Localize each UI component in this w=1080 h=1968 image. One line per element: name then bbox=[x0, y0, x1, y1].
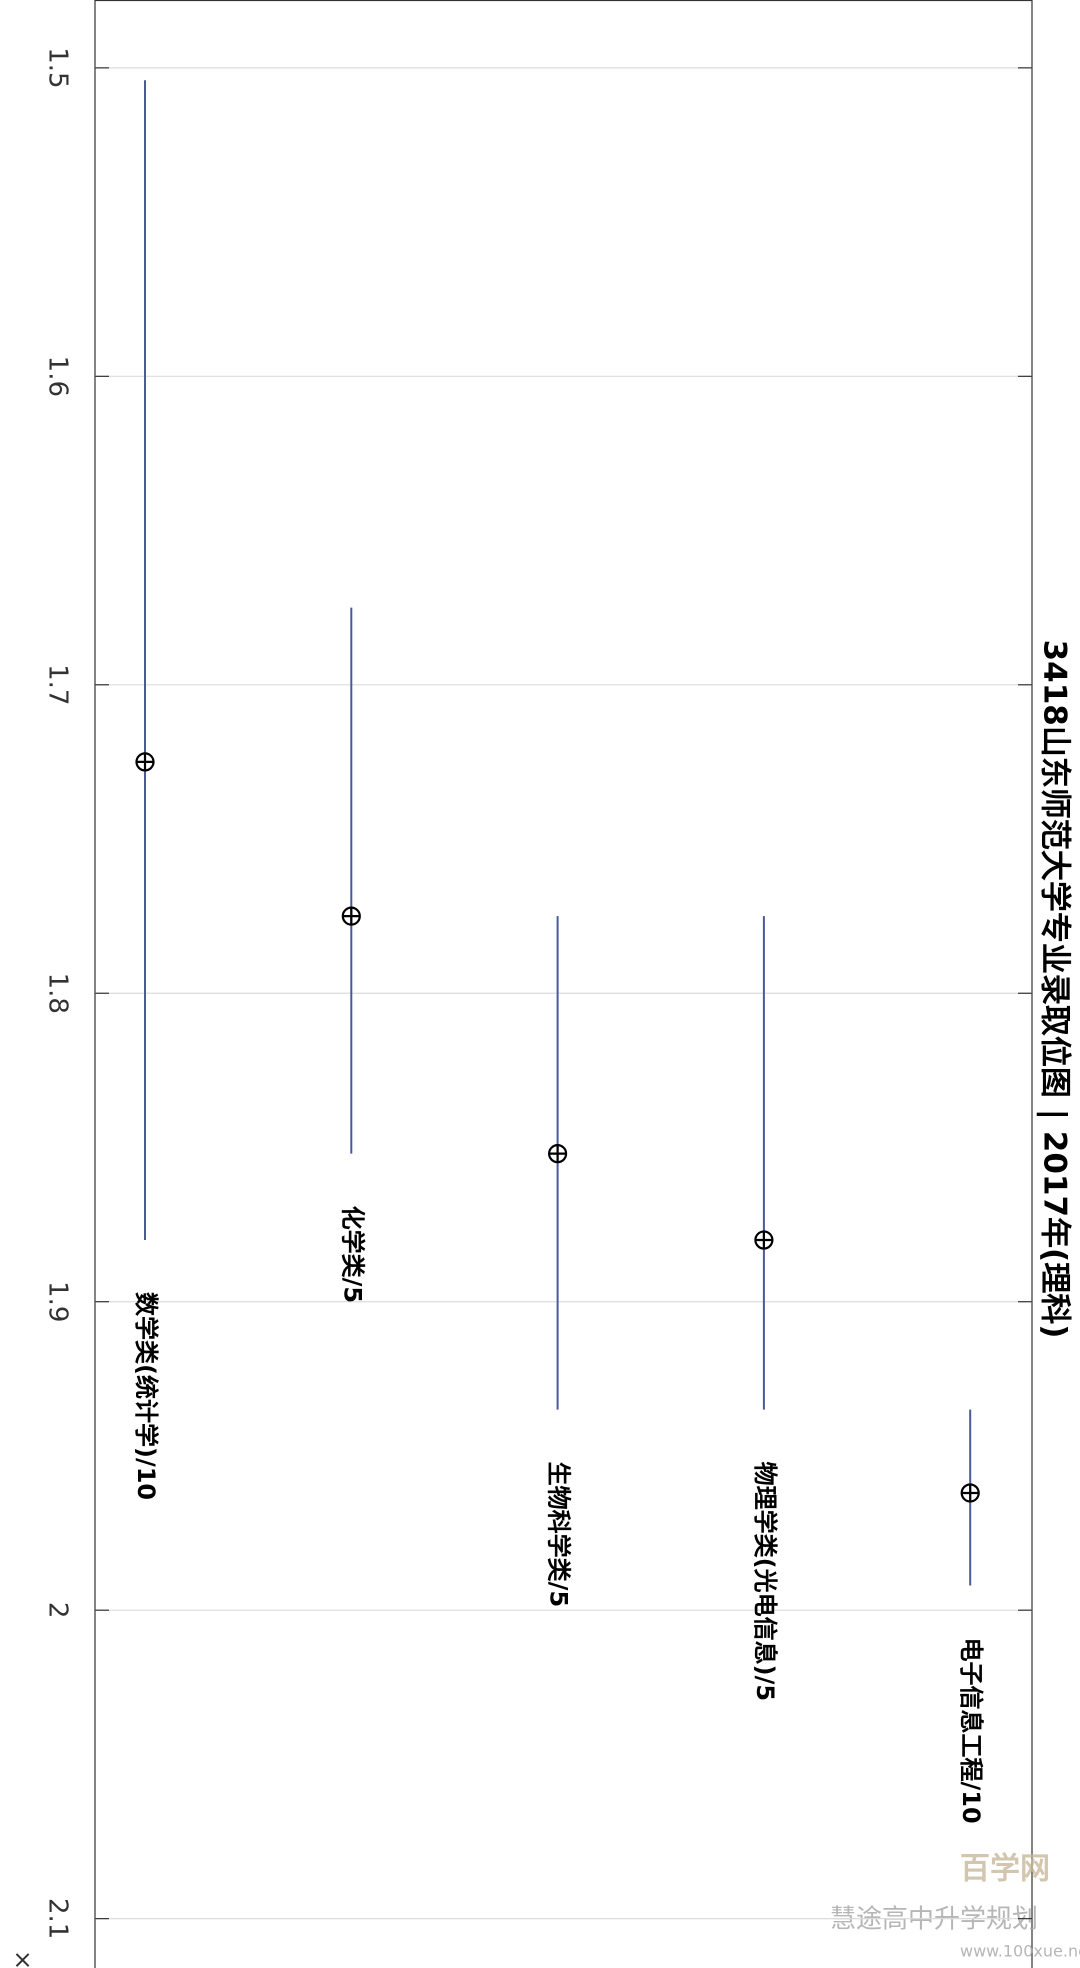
chart-title: 3418山东师范大学专业录取位图 | 2017年(理科) bbox=[1037, 640, 1073, 1339]
mean-marker bbox=[547, 1144, 568, 1164]
y-tick-label: 1.9 bbox=[43, 1281, 73, 1322]
category-label: 电子信息工程/10 bbox=[957, 1638, 985, 1824]
y-tick-label: 2 bbox=[43, 1602, 73, 1619]
mean-marker bbox=[960, 1483, 980, 1503]
axis-multiplier: ×10⁴ bbox=[9, 1950, 37, 1968]
category-label: 化学类/5 bbox=[338, 1206, 366, 1303]
y-tick-label: 1.7 bbox=[43, 664, 73, 705]
mean-marker bbox=[135, 752, 155, 772]
watermark-text: 慧途高中升学规划 bbox=[830, 1905, 1038, 1935]
y-tick-label: 1.6 bbox=[43, 356, 73, 397]
category-label: 生物科学类/5 bbox=[545, 1462, 573, 1607]
plot-box bbox=[94, 0, 1033, 1968]
category-label: 物理学类(光电信息)/5 bbox=[751, 1462, 779, 1701]
category-label: 数学类(统计学)/10 bbox=[132, 1292, 160, 1500]
watermark-url: www.100xue.net bbox=[960, 1942, 1080, 1961]
watermark-logo: 百学网 bbox=[960, 1852, 1050, 1887]
y-tick-label: 2.1 bbox=[43, 1898, 73, 1939]
mean-marker bbox=[754, 1230, 774, 1250]
y-tick-label: 1.8 bbox=[43, 973, 73, 1014]
mean-marker bbox=[341, 906, 361, 926]
y-tick-label: 1.5 bbox=[43, 47, 73, 88]
